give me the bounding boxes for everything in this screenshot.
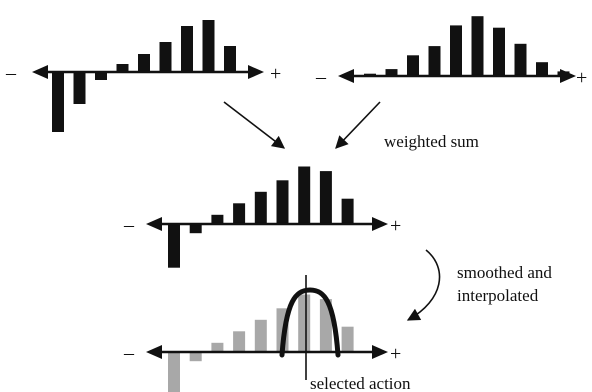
histogram-top-left-bars [52, 20, 236, 132]
bar [407, 55, 419, 76]
axis-left-arrow-icon [146, 345, 162, 359]
axis-plus-label: + [576, 67, 587, 89]
bar [450, 25, 462, 76]
bar [211, 214, 224, 224]
bar [319, 299, 332, 352]
bar [341, 198, 354, 224]
bar [233, 203, 246, 224]
selected-action-label: selected action [310, 374, 411, 392]
arrow-left-to-sum [223, 101, 286, 149]
bar [73, 72, 86, 104]
smoothed-label-line2: interpolated [457, 286, 539, 305]
bar [168, 224, 180, 268]
axis-left-arrow-icon [32, 65, 48, 79]
histogram-weighted-sum: – + [123, 166, 401, 268]
bar [168, 352, 180, 392]
axis-minus-label: – [315, 66, 327, 88]
axis-plus-label: + [270, 63, 281, 85]
bar [536, 62, 548, 76]
axis-plus-label: + [390, 215, 401, 237]
arrow-right-to-sum [335, 101, 381, 149]
bar [298, 166, 311, 224]
axis-minus-label: – [123, 342, 135, 364]
smoothed-label-line1: smoothed and [457, 263, 552, 282]
bar [276, 180, 289, 224]
histogram-top-right: – + [315, 16, 587, 89]
axis-plus-label: + [390, 343, 401, 365]
bar [159, 42, 172, 72]
histogram-top-right-bars [364, 16, 570, 76]
axis-right-arrow-icon [248, 65, 264, 79]
bar [202, 20, 215, 72]
bar [254, 319, 267, 352]
bar [514, 43, 527, 76]
bar [298, 294, 311, 352]
axis-right-arrow-icon [560, 69, 576, 83]
bar [138, 54, 150, 72]
bar [319, 171, 332, 224]
bar [493, 27, 505, 76]
smoothed-curve [279, 287, 341, 358]
bar [181, 26, 193, 72]
histogram-smoothed-bars [168, 294, 354, 392]
axis-minus-label: – [123, 214, 135, 236]
histogram-weighted-sum-bars [168, 166, 354, 268]
histogram-smoothed: – + [123, 275, 401, 392]
bar [224, 46, 236, 72]
axis-right-arrow-icon [372, 345, 388, 359]
bar [254, 191, 267, 224]
axis-left-arrow-icon [146, 217, 162, 231]
bar [189, 352, 202, 362]
bar [211, 342, 224, 352]
weighted-sum-label: weighted sum [384, 132, 479, 151]
bar [52, 72, 64, 132]
axis-right-arrow-icon [372, 217, 388, 231]
axis-left-arrow-icon [338, 69, 354, 83]
bar [385, 69, 398, 76]
histogram-top-left: – + [5, 20, 281, 132]
bar [428, 46, 441, 76]
bar [233, 331, 246, 352]
arrow-curved-smoothing [406, 249, 441, 321]
bar [189, 224, 202, 234]
bar [471, 16, 484, 76]
bar [341, 326, 354, 352]
bar [116, 64, 129, 72]
axis-minus-label: – [5, 62, 17, 84]
bar [95, 72, 107, 80]
